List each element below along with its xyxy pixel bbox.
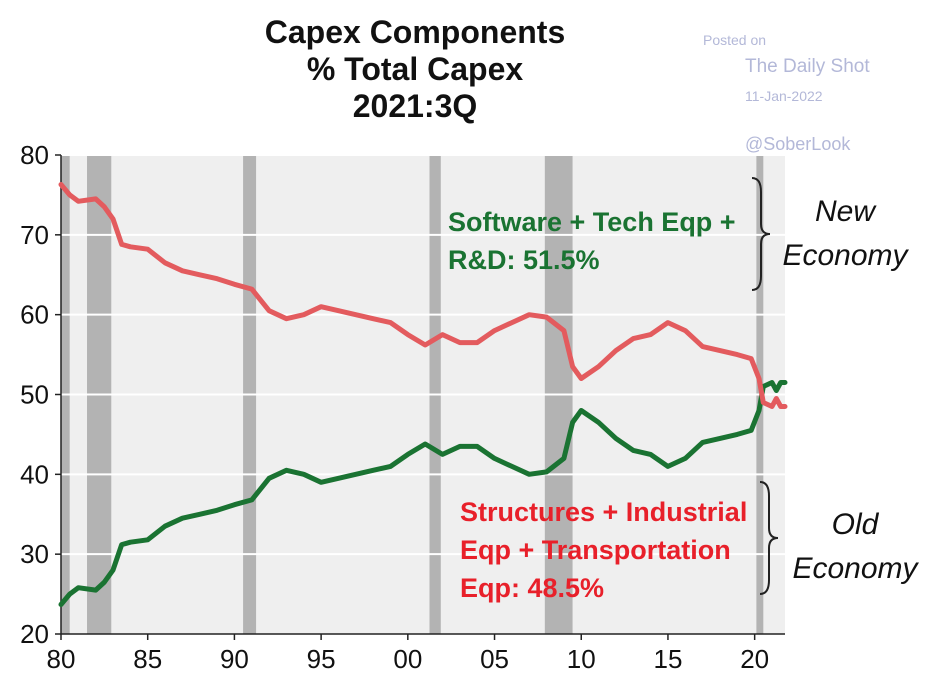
chart-title: Capex Components % Total Capex 2021:3Q	[160, 14, 670, 125]
y-tick-label-60: 60	[20, 300, 49, 330]
axes: 20 30 40 50 60 70 80 80 85 90 95 00 05 10 15 20	[20, 140, 785, 674]
label-new-economy-series: Software + Tech Eqp + R&D: 51.5%	[448, 203, 736, 279]
label-green-line-1: Software + Tech Eqp +	[448, 207, 736, 237]
x-tick-label-80: 80	[47, 644, 76, 674]
label-red-line-3: Eqp: 48.5%	[460, 573, 605, 603]
chart-title-line-1: Capex Components	[264, 14, 566, 50]
y-tick-label-50: 50	[20, 380, 49, 410]
y-tick-label-70: 70	[20, 220, 49, 250]
label-old-economy-series: Structures + Industrial Eqp + Transporta…	[460, 493, 747, 607]
label-red-line-2: Eqp + Transportation	[460, 535, 731, 565]
gridlines	[61, 154, 785, 556]
braces	[751, 177, 779, 595]
x-tick-label-00: 00	[393, 644, 422, 674]
credit-date: 11-Jan-2022	[745, 88, 823, 104]
x-tick-label-90: 90	[220, 644, 249, 674]
y-tick-label-30: 30	[20, 539, 49, 569]
series-lines	[58, 182, 788, 607]
new-economy-line-2: Economy	[782, 239, 908, 272]
old-economy-label: Old Economy	[780, 503, 928, 591]
label-red-line-1: Structures + Industrial	[460, 497, 748, 527]
series-line-new-economy	[58, 380, 788, 607]
x-tick-label-05: 05	[480, 644, 509, 674]
label-green-line-2: R&D: 51.5%	[448, 245, 600, 275]
brace-new-economy	[751, 177, 771, 291]
brace-old-economy	[759, 481, 779, 595]
credit-site-name: The Daily Shot	[745, 56, 870, 77]
x-tick-label-85: 85	[133, 644, 162, 674]
series-line-old-economy	[58, 182, 788, 409]
x-tick-label-95: 95	[307, 644, 336, 674]
chart-title-line-2: % Total Capex	[306, 51, 524, 87]
old-economy-line-2: Economy	[792, 552, 918, 585]
credit-posted-on: Posted on	[703, 32, 767, 48]
chart-title-line-3: 2021:3Q	[352, 88, 478, 124]
new-economy-line-1: New	[814, 195, 875, 228]
x-tick-label-10: 10	[567, 644, 596, 674]
credit-handle: @SoberLook	[745, 134, 851, 154]
x-tick-label-20: 20	[740, 644, 769, 674]
y-tick-label-80: 80	[20, 140, 49, 170]
x-tick-label-15: 15	[653, 644, 682, 674]
new-economy-label: New Economy	[770, 190, 920, 278]
y-tick-label-40: 40	[20, 459, 49, 489]
old-economy-line-1: Old	[831, 508, 879, 541]
y-tick-label-20: 20	[20, 619, 49, 649]
